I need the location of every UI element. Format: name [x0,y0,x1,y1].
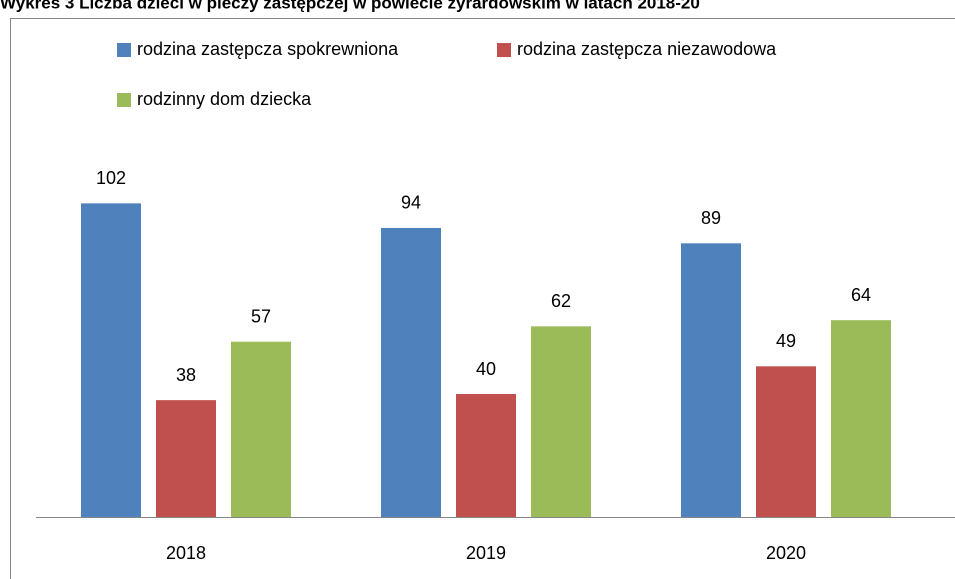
bar [231,341,291,517]
bar [81,203,141,517]
x-tick-label: 2018 [166,543,206,563]
data-label: 62 [551,291,571,311]
data-label: 49 [776,331,796,351]
legend-label: rodzina zastępcza spokrewniona [137,39,399,59]
data-label: 57 [251,306,271,326]
data-label: 38 [176,365,196,385]
bar [531,326,591,517]
legend-swatch [117,93,131,107]
legend-label: rodzinny dom dziecka [137,89,312,109]
bar [456,394,516,517]
data-label: 64 [851,285,871,305]
bar [381,227,441,517]
bar [756,366,816,517]
bar [681,243,741,517]
chart-title: Wykres 3 Liczba dzieci w pieczy zastępcz… [0,0,700,12]
data-label: 94 [401,193,421,213]
x-tick-label: 2020 [766,543,806,563]
bar [156,400,216,517]
legend-swatch [497,43,511,57]
data-label: 89 [701,208,721,228]
data-label: 40 [476,359,496,379]
x-tick-label: 2019 [466,543,506,563]
data-label: 102 [96,168,126,188]
legend-swatch [117,43,131,57]
bar [831,320,891,517]
legend-label: rodzina zastępcza niezawodowa [517,39,777,59]
